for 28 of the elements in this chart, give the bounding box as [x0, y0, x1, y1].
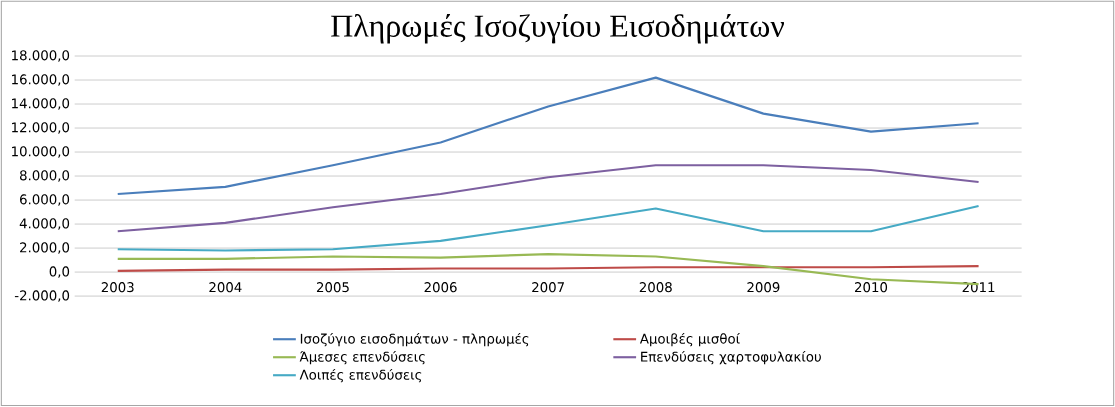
legend-label: Λοιπές επενδύσεις [299, 369, 422, 383]
y-tick-label: 10.000,0 [12, 146, 70, 158]
x-tick-label: 2009 [747, 282, 780, 293]
y-tick-label: 14.000,0 [12, 98, 70, 110]
y-tick-label: 6.000,0 [20, 194, 70, 206]
y-tick-label: 12.000,0 [12, 122, 70, 134]
y-tick-label: 18.000,0 [12, 50, 70, 62]
x-tick-label: 2003 [101, 282, 134, 293]
x-tick-label: 2010 [854, 282, 888, 293]
y-tick-label: -2.000,0 [14, 290, 70, 302]
x-tick-label: 2004 [209, 282, 242, 293]
y-tick-label: 8.000,0 [19, 170, 70, 182]
line-series [116, 76, 980, 196]
line-series [116, 164, 980, 233]
y-tick-label: 2.000,0 [20, 242, 70, 254]
x-tick-label: 2005 [316, 282, 349, 293]
legend-label: Επενδύσεις χαρτοφυλακίου [641, 351, 821, 365]
legend-label: Αμοιβές μισθοί [639, 333, 740, 347]
legend-label: Άμεσες επενδύσεις [299, 351, 425, 365]
chart-title: Πληρωμές Ισοζυγίου Εισοδημάτων [331, 14, 785, 44]
y-tick-label: 16.000,0 [12, 74, 70, 86]
legend-label: Ισοζύγιο εισοδημάτων - πληρωμές [300, 333, 529, 347]
x-tick-label: 2007 [532, 282, 564, 293]
y-tick-label: 4.000,0 [19, 218, 70, 230]
x-tick-label: 2006 [424, 282, 457, 293]
x-tick-label: 2008 [639, 282, 672, 293]
y-tick-label: 0,0 [49, 266, 70, 278]
line-series [116, 205, 980, 252]
